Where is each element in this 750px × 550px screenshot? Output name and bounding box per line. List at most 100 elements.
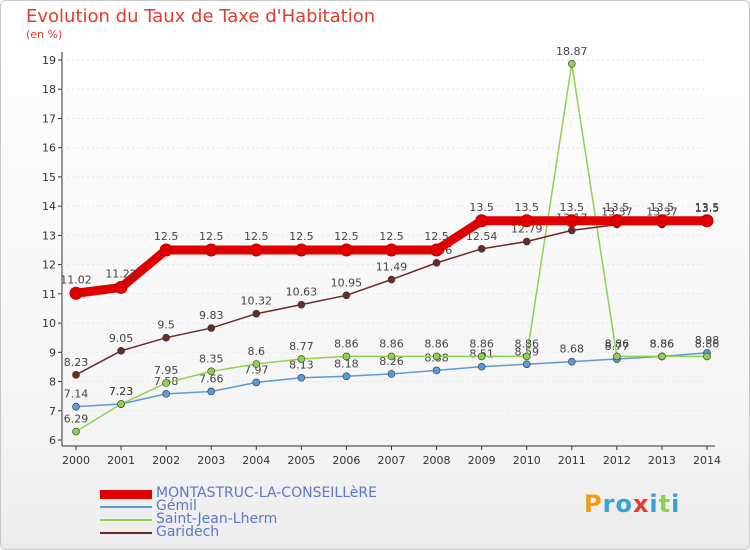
- y-tick-label: 9: [49, 346, 56, 359]
- legend-item: Saint-Jean-Lherm: [100, 511, 420, 528]
- data-point: [385, 243, 398, 257]
- data-point: [159, 243, 173, 257]
- legend-swatch: [100, 519, 152, 521]
- x-tick-label: 2001: [107, 454, 135, 467]
- data-point: [207, 324, 216, 332]
- data-label: 12.5: [244, 230, 269, 243]
- logo-letter: P: [584, 490, 603, 518]
- data-point: [252, 360, 261, 368]
- x-tick-label: 2014: [693, 454, 721, 467]
- data-point: [477, 352, 486, 361]
- data-point: [342, 291, 351, 300]
- legend-label: MONTASTRUC-LA-CONSEILLèRE: [156, 485, 377, 501]
- legend-swatch: [100, 506, 152, 508]
- data-label: 10.32: [241, 295, 273, 308]
- data-point: [72, 427, 80, 436]
- x-tick-label: 2005: [287, 454, 315, 467]
- data-label: 8.86: [650, 337, 675, 350]
- data-label: 8.26: [379, 355, 404, 368]
- data-point: [117, 400, 125, 408]
- data-point: [432, 366, 441, 375]
- logo-letter: r: [602, 490, 616, 518]
- data-label: 13.5: [605, 201, 630, 214]
- data-point: [387, 370, 396, 378]
- y-axis-unit-label: (en %): [26, 28, 63, 41]
- data-point: [613, 352, 621, 361]
- data-label: 12.5: [424, 230, 449, 243]
- x-tick-label: 2013: [648, 454, 676, 467]
- data-point: [117, 347, 125, 355]
- data-label: 8.86: [605, 337, 630, 350]
- data-label: 12.54: [466, 230, 498, 243]
- data-label: 13.5: [469, 201, 494, 214]
- data-point: [522, 352, 531, 361]
- data-label: 13.37: [601, 206, 633, 219]
- data-point: [475, 214, 489, 228]
- x-tick-label: 2009: [468, 454, 496, 467]
- y-tick-label: 10: [42, 317, 56, 330]
- data-label: 12.5: [334, 230, 359, 243]
- data-label: 8.13: [289, 359, 314, 372]
- data-label: 8.86: [695, 337, 720, 350]
- x-tick-label: 2004: [242, 454, 270, 467]
- legend-label: Gémil: [156, 498, 197, 514]
- data-label: 11.22: [105, 267, 137, 280]
- legend-label: Saint-Jean-Lherm: [156, 511, 278, 527]
- data-label: 9.05: [109, 332, 134, 345]
- x-tick-label: 2002: [152, 454, 180, 467]
- y-tick-label: 7: [49, 405, 56, 418]
- data-label: 8.86: [424, 337, 449, 350]
- y-tick-label: 13: [42, 229, 56, 242]
- data-label: 8.86: [469, 337, 494, 350]
- data-point: [204, 243, 218, 257]
- data-label: 6.29: [64, 413, 89, 426]
- data-point: [252, 309, 261, 318]
- proxiti-logo: Proxiti: [584, 490, 680, 518]
- data-label: 7.66: [199, 372, 224, 385]
- data-point: [249, 243, 263, 257]
- data-point: [477, 245, 486, 253]
- data-label: 8.6: [248, 345, 266, 358]
- logo-letter: i: [671, 490, 681, 518]
- data-point: [114, 280, 128, 294]
- data-point: [342, 352, 351, 361]
- y-tick-label: 6: [49, 434, 56, 447]
- y-tick-label: 11: [42, 288, 56, 301]
- data-point: [567, 226, 576, 235]
- data-label: 8.77: [289, 340, 314, 353]
- legend-swatch: [100, 490, 152, 499]
- data-label: 12.5: [154, 230, 179, 243]
- data-label: 8.86: [334, 337, 359, 350]
- data-label: 8.18: [334, 357, 359, 370]
- data-label: 12.79: [511, 223, 543, 236]
- x-tick-label: 2003: [197, 454, 225, 467]
- data-point: [700, 214, 714, 228]
- data-label: 13.5: [514, 201, 539, 214]
- data-label: 7.97: [244, 363, 269, 376]
- data-label: 9.5: [157, 319, 175, 332]
- data-label: 8.98: [695, 334, 720, 347]
- data-point: [387, 275, 396, 284]
- data-label: 10.95: [331, 276, 363, 289]
- data-point: [342, 372, 351, 381]
- y-tick-label: 14: [42, 200, 56, 213]
- data-point: [477, 362, 486, 371]
- x-tick-label: 2012: [603, 454, 631, 467]
- data-point: [522, 237, 531, 246]
- data-point: [655, 214, 669, 228]
- y-tick-label: 19: [42, 54, 56, 67]
- data-point: [339, 243, 353, 257]
- data-point: [207, 367, 216, 376]
- data-point: [432, 352, 441, 361]
- data-point: [69, 286, 83, 300]
- x-tick-label: 2007: [378, 454, 406, 467]
- x-tick-label: 2000: [62, 454, 90, 467]
- data-point: [567, 357, 576, 366]
- data-label: 13.5: [560, 201, 585, 214]
- data-label: 8.35: [199, 352, 224, 365]
- data-label: 13.37: [646, 206, 678, 219]
- data-point: [522, 360, 531, 369]
- data-point: [162, 333, 170, 342]
- y-tick-label: 12: [42, 259, 56, 272]
